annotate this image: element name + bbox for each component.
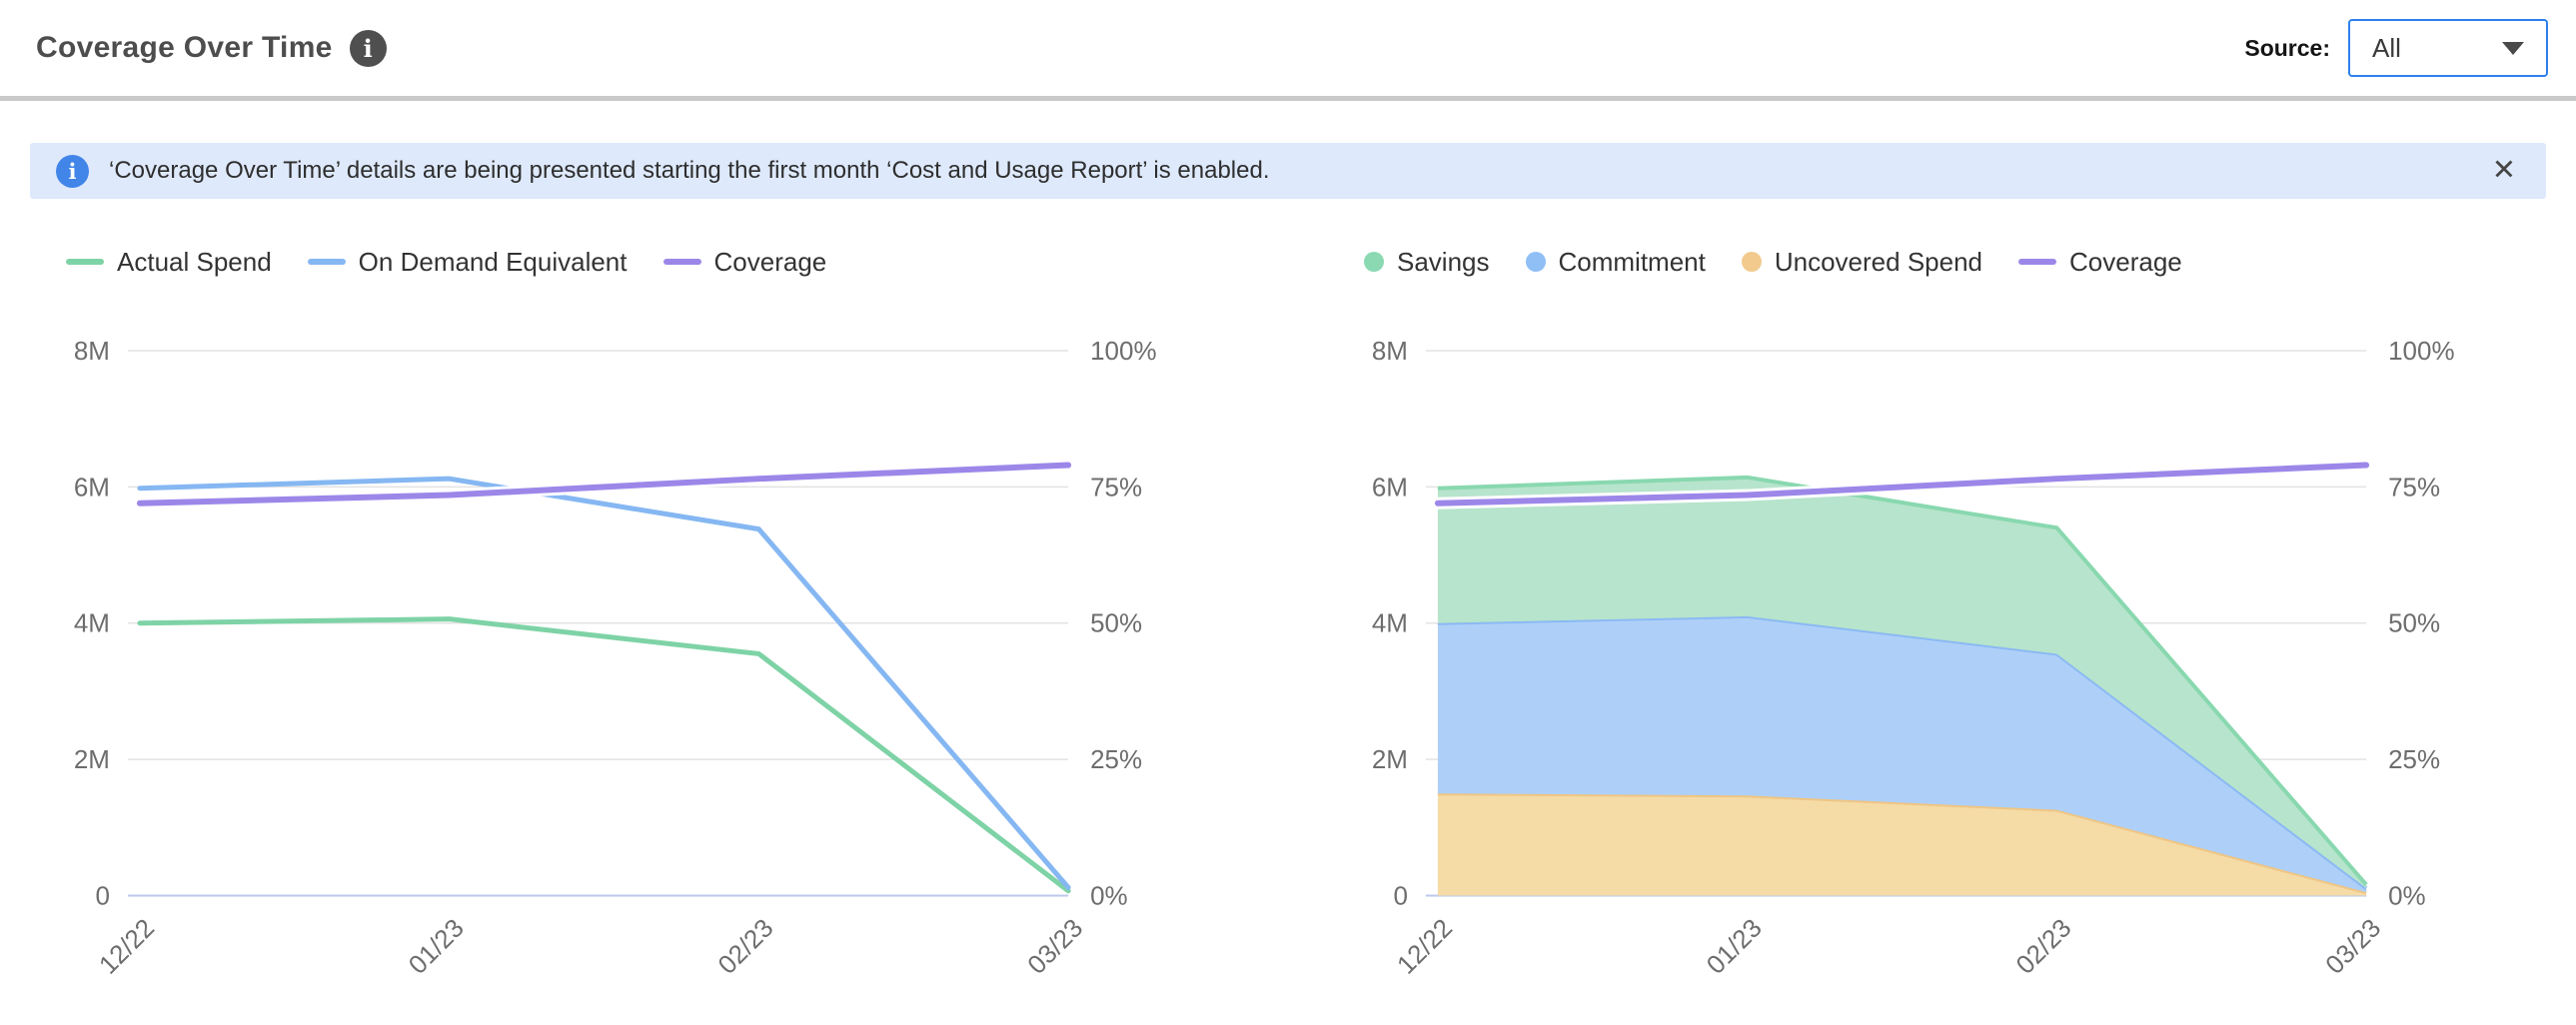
info-banner: i ‘Coverage Over Time’ details are being…: [30, 143, 2546, 199]
pct-axis-label: 25%: [1090, 744, 1142, 774]
x-axis-label: 02/23: [2009, 913, 2076, 980]
x-axis-label: 03/23: [1021, 913, 1088, 980]
legend-spend-lines: Actual Spend On Demand Equivalent Coverage: [66, 247, 1248, 277]
legend-item-commitment[interactable]: Commitment: [1525, 246, 1706, 278]
title-group: Coverage Over Time i: [36, 29, 387, 67]
x-axis-label: 01/23: [403, 913, 470, 980]
chevron-down-icon: [2502, 41, 2524, 55]
area-savings: [1437, 477, 2367, 889]
legend-label: Coverage: [2069, 246, 2182, 277]
legend-item-on-demand-equivalent[interactable]: On Demand Equivalent: [307, 246, 628, 278]
header-divider: [0, 96, 2576, 101]
legend-swatch-actual-spend: [66, 259, 104, 265]
legend-item-coverage[interactable]: Coverage: [2018, 247, 2182, 278]
x-axis-label: 02/23: [711, 913, 778, 980]
area-uncovered-spend: [1437, 793, 2367, 896]
series-line-coverage: [1434, 462, 2370, 507]
page-title: Coverage Over Time: [36, 31, 333, 64]
y-axis-label: 2M: [1372, 744, 1408, 774]
x-axis-label: 12/22: [1391, 913, 1458, 980]
chart-panel-spend-lines: Actual Spend On Demand Equivalent Coverage…: [30, 247, 1248, 1025]
legend-swatch-on-demand-equivalent: [307, 259, 346, 265]
banner-text: ‘Coverage Over Time’ details are being p…: [109, 157, 1270, 184]
pct-axis-label: 0%: [2388, 881, 2426, 911]
series-line-actual-spend: [137, 616, 1071, 894]
pct-axis-label: 75%: [1090, 472, 1142, 502]
y-axis-label: 4M: [74, 608, 110, 638]
legend-label: Uncovered Spend: [1774, 246, 1982, 277]
source-control: Source: All: [2244, 19, 2548, 77]
x-axis-label: 12/22: [93, 913, 160, 980]
info-icon: i: [56, 154, 89, 188]
y-axis-label: 6M: [1372, 472, 1408, 502]
pct-axis-label: 25%: [2388, 744, 2440, 774]
pct-axis-label: 100%: [1090, 336, 1156, 366]
legend-label: Actual Spend: [117, 246, 272, 277]
spend-lines-chart: 8M 100% 6M 75% 4M 50% 2M 25% 0 0% 12/22 01/23 02/23 0…: [74, 336, 1157, 980]
series-line-on-demand-equivalent: [137, 476, 1071, 890]
legend-swatch-coverage: [662, 259, 701, 265]
chart-panel-coverage-areas: Savings Commitment Uncovered Spend Coverage…: [1328, 247, 2546, 1025]
legend-item-coverage[interactable]: Coverage: [662, 246, 827, 278]
legend-label: On Demand Equivalent: [358, 246, 628, 277]
pct-axis-label: 0%: [1090, 881, 1128, 911]
x-axis-label: 01/23: [1701, 913, 1768, 980]
charts-row: Actual Spend On Demand Equivalent Coverage…: [0, 247, 2576, 1025]
y-axis-label: 2M: [74, 744, 110, 774]
legend-swatch-uncovered-spend: [1741, 252, 1762, 272]
legend-label: Savings: [1397, 246, 1490, 277]
close-icon[interactable]: ✕: [2491, 154, 2516, 187]
page-header: Coverage Over Time i Source: All: [0, 0, 2576, 96]
legend-coverage-areas: Savings Commitment Uncovered Spend Coverage: [1364, 247, 2546, 277]
source-label: Source:: [2244, 34, 2330, 61]
y-axis-label: 6M: [74, 472, 110, 502]
legend-item-actual-spend[interactable]: Actual Spend: [66, 247, 272, 278]
y-axis-label: 8M: [1372, 336, 1408, 366]
area-edge-savings: [1437, 475, 2368, 886]
y-axis-label: 0: [95, 881, 109, 911]
coverage-area-chart: 8M 100% 6M 75% 4M 50% 2M 25% 0 0% 12/22 01/23 02/23 0…: [1372, 336, 2455, 980]
y-axis-label: 0: [1393, 881, 1407, 911]
source-dropdown-value: All: [2372, 32, 2401, 63]
legend-item-savings[interactable]: Savings: [1364, 247, 1490, 278]
legend-label: Coverage: [713, 246, 827, 277]
y-axis-label: 4M: [1372, 608, 1408, 638]
legend-swatch-coverage: [2018, 259, 2056, 265]
legend-label: Commitment: [1558, 246, 1706, 277]
legend-swatch-commitment: [1525, 252, 1546, 272]
pct-axis-label: 100%: [2388, 336, 2454, 366]
source-dropdown[interactable]: All: [2348, 19, 2548, 77]
pct-axis-label: 75%: [2388, 472, 2440, 502]
area-commitment: [1437, 615, 2367, 893]
series-line-coverage: [136, 462, 1072, 507]
x-axis-label: 03/23: [2319, 913, 2386, 980]
info-icon[interactable]: i: [349, 29, 387, 67]
pct-axis-label: 50%: [2388, 608, 2440, 638]
legend-swatch-savings: [1364, 252, 1384, 272]
pct-axis-label: 50%: [1090, 608, 1142, 638]
y-axis-label: 8M: [74, 336, 110, 366]
legend-item-uncovered-spend[interactable]: Uncovered Spend: [1741, 246, 1982, 278]
